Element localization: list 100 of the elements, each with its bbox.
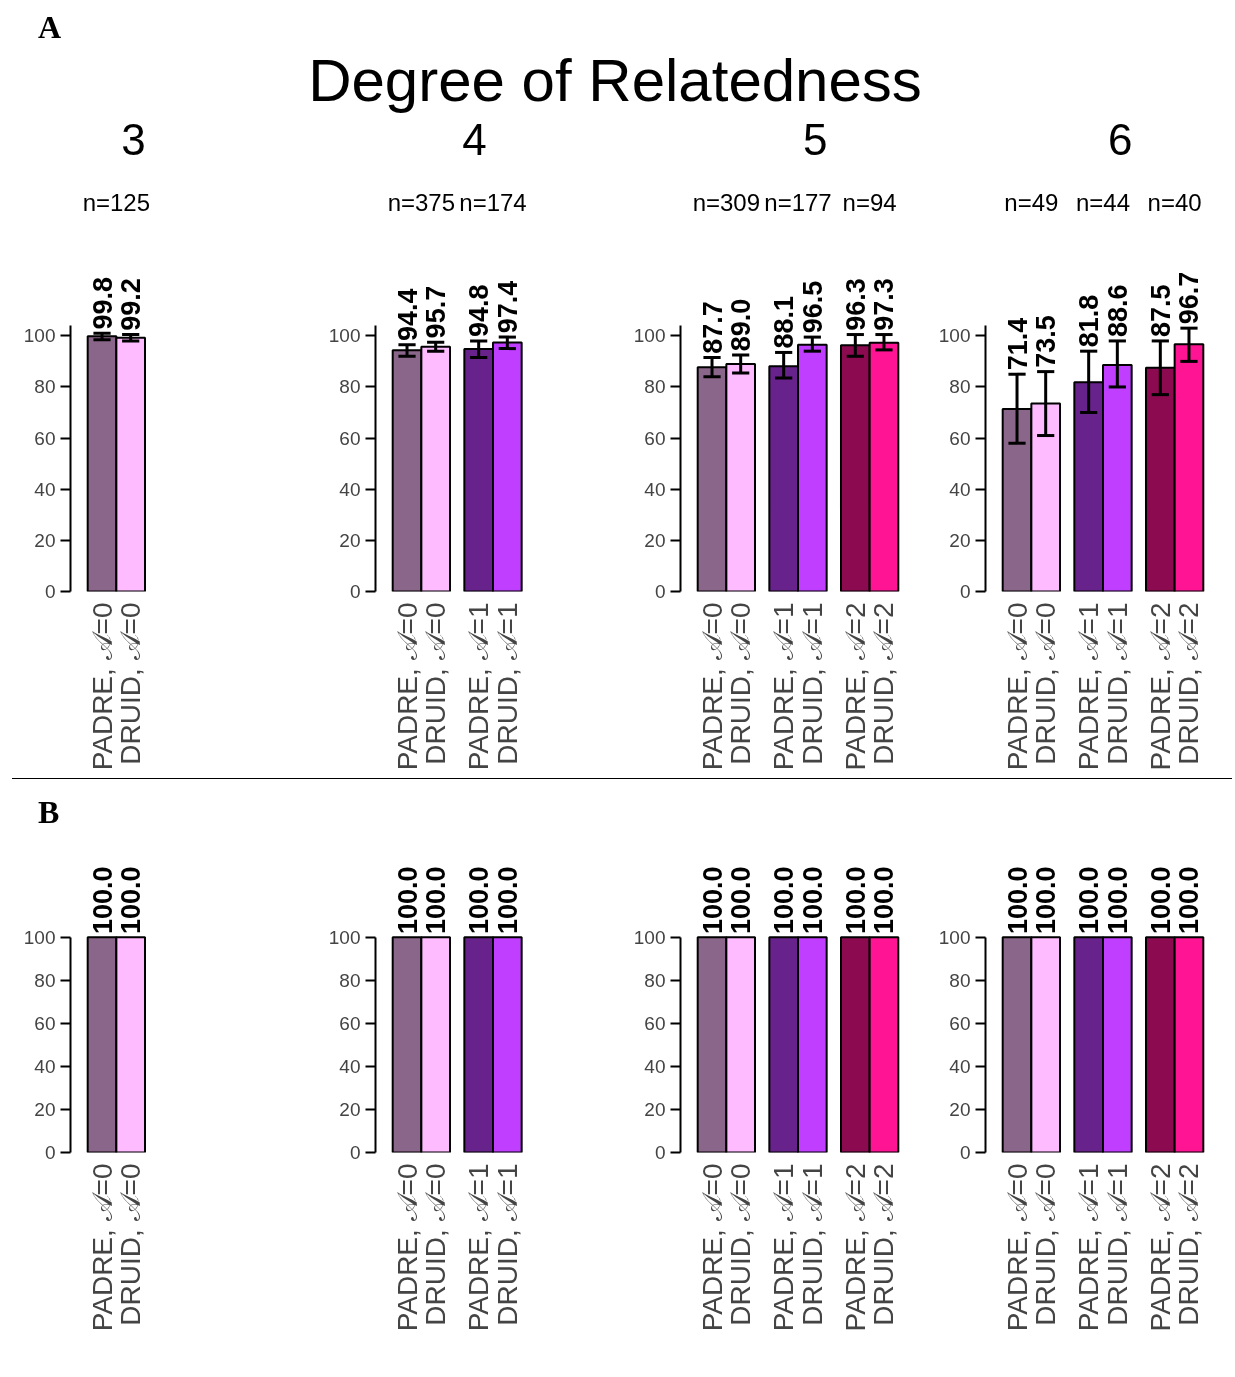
chart-title: 3: [121, 114, 146, 164]
text: n=125: [82, 189, 151, 217]
y-tick-label: 40: [949, 1055, 971, 1077]
y-tick-label: 0: [959, 581, 971, 602]
x-tick-label: DRUID, 𝒜=0: [115, 1163, 147, 1326]
data-label: 100.0: [1074, 866, 1105, 934]
x-tick-label: DRUID, 𝒜=0: [1030, 1163, 1062, 1326]
y-tick-label: 100: [23, 325, 56, 347]
y-tick-label: 80: [949, 376, 971, 398]
data-label: 100.0: [840, 866, 871, 934]
text: A: [38, 8, 62, 47]
y-tick-label: 60: [339, 1012, 361, 1034]
y-tick-label: 100: [938, 926, 971, 948]
data-label: 100.0: [1145, 866, 1176, 934]
data-label: 97.4: [492, 280, 523, 334]
data-label: 81.8: [1074, 294, 1105, 348]
x-tick-label: DRUID, 𝒜=2: [868, 602, 900, 765]
data-label: 100.0: [87, 866, 118, 934]
y-tick-label: 80: [644, 969, 666, 991]
data-label: 100.0: [1002, 866, 1033, 934]
data-label: 100.0: [421, 866, 452, 934]
y-tick-label: 40: [644, 478, 666, 500]
y-tick-label: 60: [644, 427, 666, 449]
data-label: 100.0: [697, 866, 728, 934]
y-tick-label: 0: [44, 1142, 56, 1163]
text: n=49: [1004, 189, 1059, 217]
text: n=177: [764, 189, 832, 217]
x-tick-label: DRUID, 𝒜=2: [1173, 1163, 1205, 1326]
y-tick-label: 40: [644, 1055, 666, 1077]
y-tick-label: 80: [339, 376, 361, 398]
y-tick-label: 60: [34, 427, 56, 449]
data-label: 100.0: [1031, 866, 1062, 934]
x-tick-label: PADRE, 𝒜=0: [696, 1163, 728, 1332]
text: B: [38, 793, 60, 832]
x-tick-label: PADRE, 𝒜=0: [86, 1163, 118, 1332]
x-tick-label: DRUID, 𝒜=0: [725, 602, 757, 765]
y-tick-label: 100: [938, 325, 971, 347]
chart-title: 4: [462, 114, 487, 164]
y-tick-label: 100: [328, 926, 361, 948]
data-label: 100.0: [769, 866, 800, 934]
x-tick-label: DRUID, 𝒜=0: [420, 1163, 452, 1326]
data-label: 87.5: [1145, 284, 1176, 338]
y-tick-label: 20: [644, 529, 666, 551]
data-label: 100.0: [492, 866, 523, 934]
x-tick-label: PADRE, 𝒜=2: [839, 602, 871, 771]
y-tick-label: 20: [34, 1098, 56, 1120]
y-tick-label: 60: [339, 427, 361, 449]
y-tick-label: 40: [34, 478, 56, 500]
y-tick-label: 40: [949, 478, 971, 500]
data-label: 94.4: [392, 288, 423, 341]
chart-title: 5: [802, 114, 828, 164]
x-tick-label: DRUID, 𝒜=0: [1030, 602, 1062, 765]
y-tick-label: 40: [339, 478, 361, 500]
x-tick-label: PADRE, 𝒜=2: [1144, 602, 1176, 771]
y-tick-label: 100: [633, 926, 666, 948]
chart-title: 6: [1107, 114, 1133, 164]
x-tick-label: DRUID, 𝒜=0: [420, 602, 452, 765]
y-tick-label: 20: [34, 529, 56, 551]
text: Degree of Relatedness: [308, 47, 922, 114]
data-label: 100.0: [392, 866, 423, 934]
x-tick-label: PADRE, 𝒜=0: [1001, 602, 1033, 771]
data-label: 89.0: [726, 298, 757, 352]
x-tick-label: PADRE, 𝒜=0: [86, 602, 118, 771]
y-tick-label: 20: [339, 1098, 361, 1120]
text: n=40: [1147, 189, 1202, 217]
data-label: 100.0: [464, 866, 495, 934]
data-label: 100.0: [726, 866, 757, 934]
y-tick-label: 0: [349, 581, 361, 602]
data-label: 94.8: [464, 284, 495, 338]
y-tick-label: 80: [34, 969, 56, 991]
x-tick-label: DRUID, 𝒜=0: [725, 1163, 757, 1326]
x-tick-label: DRUID, 𝒜=0: [115, 602, 147, 765]
y-tick-label: 100: [328, 325, 361, 347]
x-tick-label: PADRE, 𝒜=2: [1144, 1163, 1176, 1332]
y-tick-label: 0: [44, 581, 56, 602]
y-tick-label: 80: [34, 376, 56, 398]
x-tick-label: PADRE, 𝒜=2: [839, 1163, 871, 1332]
y-tick-label: 20: [339, 529, 361, 551]
data-label: 71.4: [1002, 317, 1033, 371]
x-tick-label: PADRE, 𝒜=0: [696, 602, 728, 771]
y-tick-label: 60: [949, 1012, 971, 1034]
text: n=94: [842, 189, 897, 217]
y-tick-label: 40: [34, 1055, 56, 1077]
data-label: 88.1: [769, 296, 800, 349]
text: n=309: [692, 189, 761, 217]
data-label: 88.6: [1102, 284, 1133, 338]
y-tick-label: 20: [644, 1098, 666, 1120]
data-label: 100.0: [869, 866, 900, 934]
data-label: 95.7: [421, 285, 452, 339]
data-label: 96.3: [840, 278, 871, 331]
y-tick-label: 0: [959, 1142, 971, 1163]
data-label: 100.0: [1174, 866, 1205, 934]
data-label: 100.0: [1102, 866, 1133, 934]
text: n=174: [459, 189, 527, 217]
y-tick-label: 60: [949, 427, 971, 449]
x-tick-label: PADRE, 𝒜=0: [391, 602, 423, 771]
data-label: 100.0: [797, 866, 828, 934]
y-tick-label: 0: [654, 1142, 666, 1163]
y-tick-label: 60: [34, 1012, 56, 1034]
y-tick-label: 100: [633, 325, 666, 347]
